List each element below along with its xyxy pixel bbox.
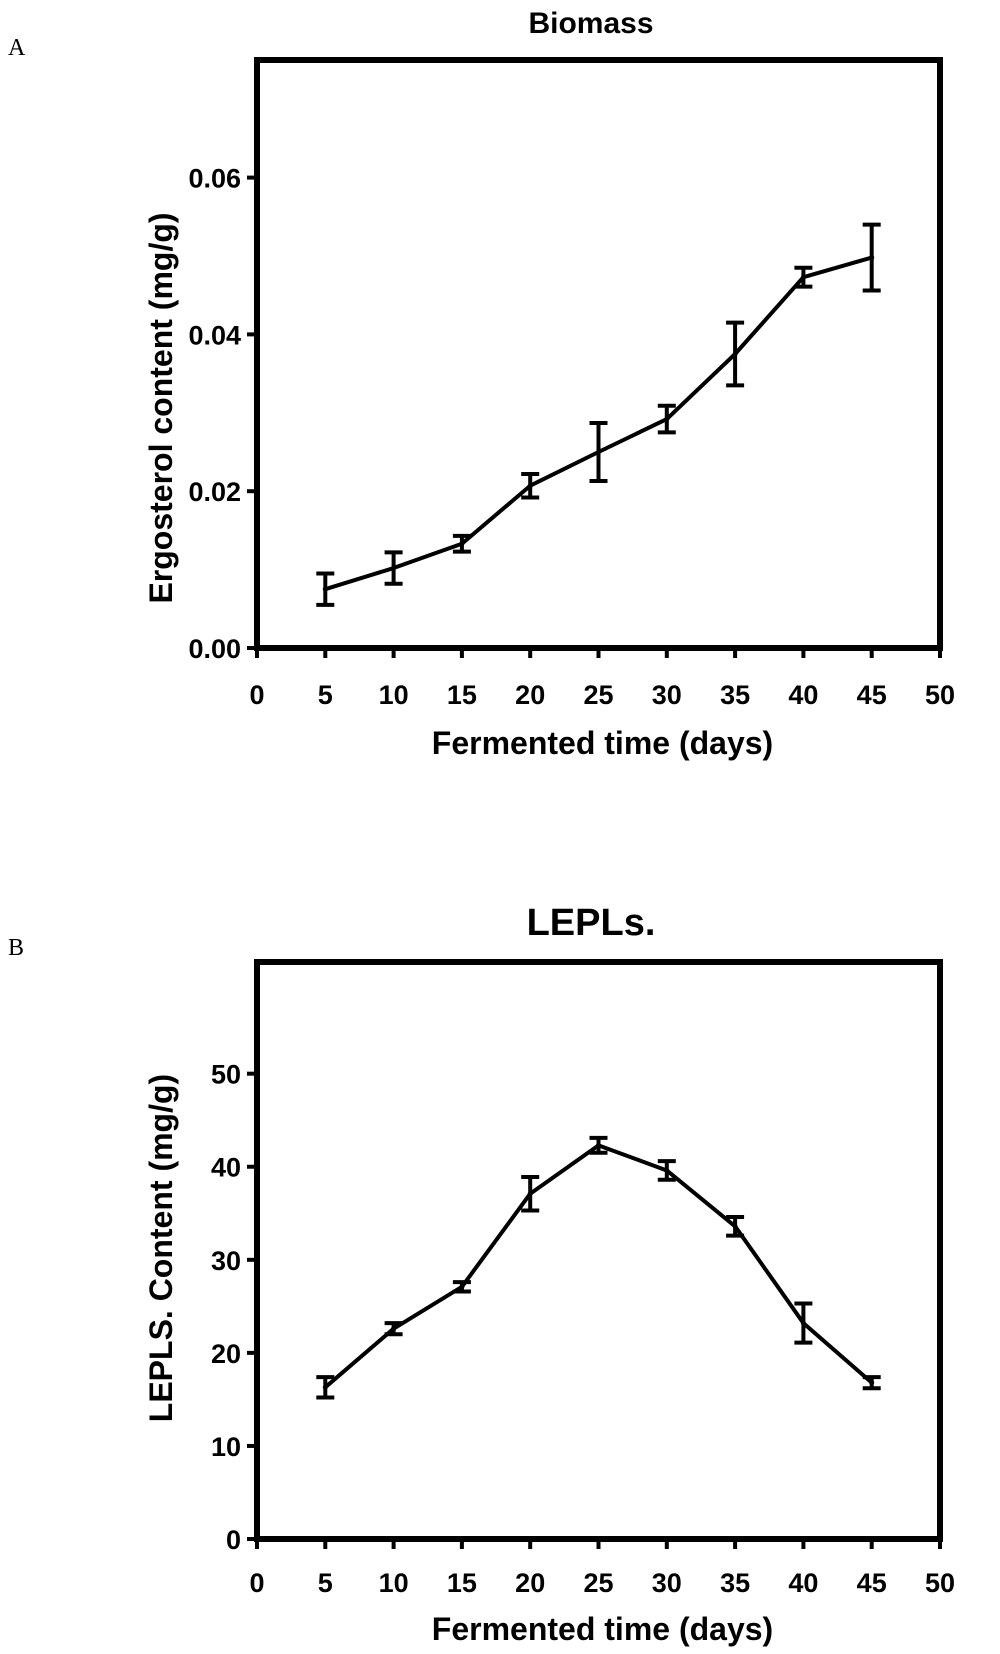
y-tick-label: 0.04 (188, 320, 241, 350)
x-tick-label: 30 (652, 1568, 682, 1598)
error-bar (726, 1214, 745, 1238)
y-tick-label: 0.02 (188, 477, 241, 507)
y-tick-label: 20 (211, 1339, 241, 1369)
x-tick-label: 10 (379, 680, 409, 710)
x-tick-label: 10 (379, 1568, 409, 1598)
x-tick-label: 35 (720, 680, 750, 710)
y-tick-label: 10 (211, 1432, 241, 1462)
error-bar (862, 1375, 881, 1391)
x-tick-label: 5 (318, 1568, 333, 1598)
chart-panel-a: A Biomass 0 5 10 15 20 25 30 35 40 45 50 0.00 0.02 0.… (8, 7, 955, 761)
panel-label-a: A (8, 35, 26, 61)
data-point (596, 449, 601, 455)
error-bar (589, 420, 608, 484)
error-bar (862, 222, 881, 293)
data-point (459, 1284, 465, 1290)
error-bar (384, 550, 403, 586)
series-line (323, 1143, 874, 1389)
x-tick-label: 15 (447, 680, 477, 710)
x-axis-label: Fermented time (days) (432, 1611, 773, 1647)
x-tick-label: 15 (447, 1568, 477, 1598)
chart-title-b: LEPLs. (527, 902, 656, 944)
x-tick-label: 40 (788, 1568, 818, 1598)
y-tick-label: 0.00 (188, 634, 241, 664)
data-point (391, 1326, 397, 1332)
y-tick-label: 0 (226, 1525, 241, 1555)
error-bar (452, 1280, 471, 1294)
chart-panel-b: B LEPLs. 0 5 10 15 20 25 30 35 40 45 50 0 10 20 30 40 50… (8, 902, 955, 1647)
data-point (322, 1384, 328, 1390)
x-tick-label: 0 (249, 1568, 264, 1598)
y-axis-label: Ergosterol content (mg/g) (143, 212, 179, 603)
panel-label-b: B (8, 935, 24, 961)
y-tick-label: 0.06 (188, 164, 241, 194)
x-tick-label: 45 (857, 680, 887, 710)
x-tick-label: 20 (515, 1568, 545, 1598)
x-tick-label: 50 (925, 680, 955, 710)
error-bar (521, 1174, 540, 1213)
error-bar (384, 1321, 403, 1337)
x-axis-label: Fermented time (days) (432, 725, 773, 761)
data-point (800, 1320, 806, 1326)
data-point (732, 351, 738, 357)
y-tick-label: 40 (211, 1153, 241, 1183)
data-point (800, 274, 806, 280)
error-bar (794, 1301, 813, 1345)
data-point (527, 483, 533, 489)
data-point (391, 565, 397, 571)
x-tick-label: 20 (515, 680, 545, 710)
x-tick-label: 45 (857, 1568, 887, 1598)
error-bar (794, 265, 813, 289)
y-axis-label: LEPLS. Content (mg/g) (143, 1074, 179, 1422)
error-bar (589, 1135, 608, 1155)
x-tick-label: 30 (652, 680, 682, 710)
error-bar (521, 471, 540, 500)
data-point (459, 541, 465, 547)
plot-frame (254, 57, 943, 651)
chart-title-a: Biomass (528, 7, 653, 40)
data-point (869, 1380, 875, 1386)
data-point (527, 1191, 533, 1197)
data-point (869, 255, 875, 261)
error-bar (726, 320, 745, 388)
error-bar (657, 1159, 676, 1182)
error-bar (657, 403, 676, 435)
error-bar (316, 1375, 335, 1400)
plot-frame (254, 959, 943, 1542)
x-tick-label: 25 (583, 1568, 613, 1598)
data-point (322, 586, 328, 592)
data-point (664, 1167, 670, 1173)
y-tick-label: 30 (211, 1246, 241, 1276)
x-tick-label: 50 (925, 1568, 955, 1598)
error-bar (452, 533, 471, 554)
x-tick-label: 35 (720, 1568, 750, 1598)
data-point (732, 1223, 738, 1229)
x-tick-label: 40 (788, 680, 818, 710)
x-tick-label: 25 (583, 680, 613, 710)
x-tick-label: 5 (318, 680, 333, 710)
y-tick-label: 50 (211, 1060, 241, 1090)
error-bar (316, 571, 335, 607)
data-point (664, 416, 670, 422)
x-tick-label: 0 (249, 680, 264, 710)
data-point (596, 1142, 601, 1148)
